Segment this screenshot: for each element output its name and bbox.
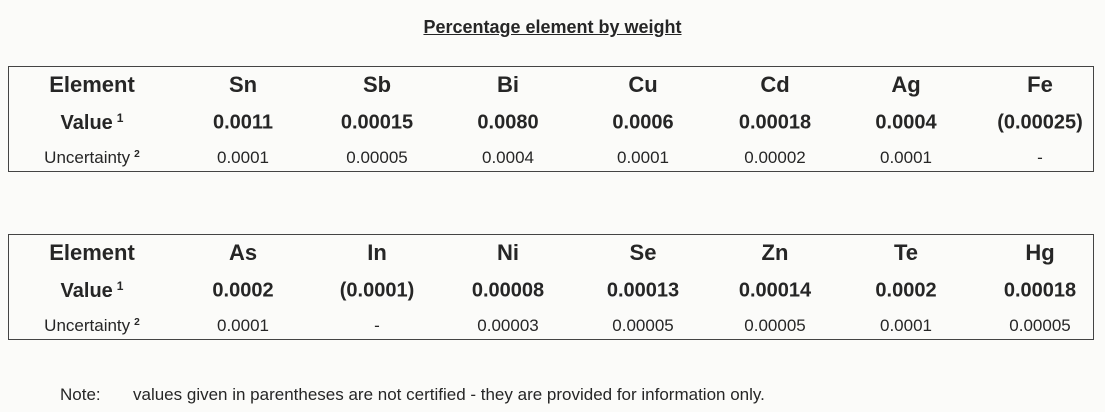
cell-value: 0.00005 (346, 148, 408, 167)
cell-value: (0.0001) (339, 279, 415, 302)
element-name: In (367, 240, 387, 265)
cell-value: 0.0004 (875, 111, 937, 134)
cell-value: 0.0001 (217, 316, 269, 335)
cell-value: 0.00015 (340, 111, 414, 134)
footnote-marker: 1 (116, 110, 124, 125)
cell-value: 0.0001 (880, 316, 932, 335)
row-label: Uncertainty 2 (44, 148, 140, 168)
cell-value: 0.0001 (617, 148, 669, 167)
element-name: Sn (228, 72, 258, 97)
cell-value: 0.00002 (744, 148, 806, 167)
cell-value: 0.00003 (477, 316, 539, 335)
element-name: Te (893, 240, 919, 265)
table-border (8, 66, 1094, 172)
cell-value: 0.0004 (482, 148, 534, 167)
element-name: As (228, 240, 258, 265)
cell-value: 0.0011 (212, 111, 274, 134)
cell-value: 0.0006 (612, 111, 674, 134)
note-label: Note: (60, 385, 101, 404)
cell-value: 0.0001 (217, 148, 269, 167)
cell-value: 0.00014 (738, 279, 812, 302)
cell-value: - (374, 316, 380, 335)
footnote-marker: 2 (134, 148, 140, 160)
cell-value: (0.00025) (997, 111, 1083, 134)
cell-value: 0.0002 (212, 279, 274, 302)
footnote-marker: 1 (116, 278, 124, 293)
element-name: Cu (628, 72, 658, 97)
cell-value: 0.0002 (875, 279, 937, 302)
footnote-marker: 2 (134, 316, 140, 328)
element-name: Ni (497, 240, 519, 265)
cell-value: 0.0001 (880, 148, 932, 167)
row-label-text: Uncertainty (44, 148, 131, 167)
note-text: values given in parentheses are not cert… (133, 385, 765, 404)
row-label: Uncertainty 2 (44, 316, 140, 336)
row-label-text: Element (49, 240, 135, 265)
element-name: Bi (497, 72, 519, 97)
element-name: Se (629, 240, 657, 265)
row-label: Value 1 (61, 111, 124, 135)
element-name: Sb (362, 72, 392, 97)
cell-value: 0.00008 (471, 279, 545, 302)
row-label-text: Value (60, 112, 113, 135)
element-name: Fe (1027, 72, 1053, 97)
cell-value: 0.00005 (744, 316, 806, 335)
cell-value: 0.0080 (477, 111, 539, 134)
table-border (8, 234, 1094, 340)
element-name: Hg (1025, 240, 1055, 265)
cell-value: 0.00018 (738, 111, 812, 134)
row-label-text: Element (49, 72, 135, 97)
cell-value: 0.00018 (1003, 279, 1077, 302)
row-label: Value 1 (61, 279, 124, 303)
cell-value: - (1037, 148, 1043, 167)
element-name: Zn (761, 240, 789, 265)
row-label: Element (49, 72, 135, 98)
cell-value: 0.00013 (606, 279, 680, 302)
row-label-text: Value (60, 280, 113, 303)
element-name: Cd (760, 72, 790, 97)
element-name: Ag (891, 72, 921, 97)
cell-value: 0.00005 (612, 316, 674, 335)
title: Percentage element by weight (423, 17, 682, 37)
row-label: Element (49, 240, 135, 266)
row-label-text: Uncertainty (44, 316, 131, 335)
cell-value: 0.00005 (1009, 316, 1071, 335)
